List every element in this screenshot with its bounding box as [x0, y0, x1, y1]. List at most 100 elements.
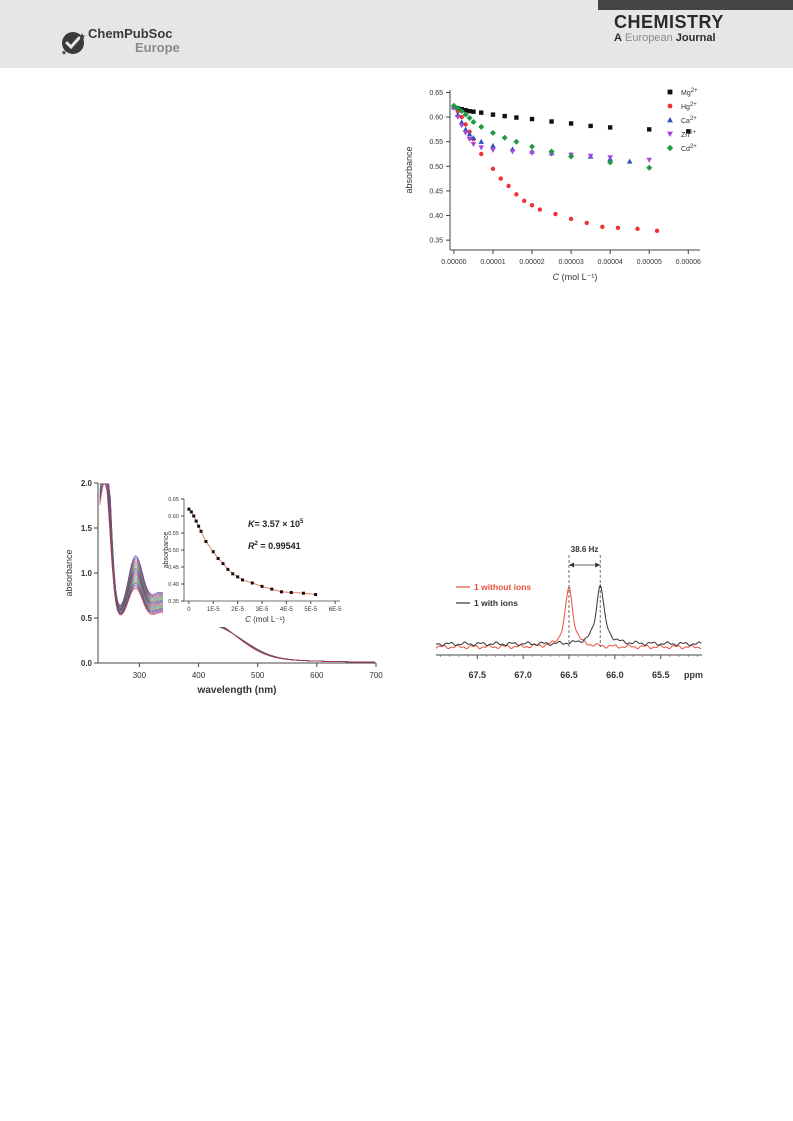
fig1-x-axis-label: C (mol L⁻¹) — [553, 272, 598, 282]
fig2-inset: 0 1E-5 2E-5 3E-5 4E-5 5E-5 6E-5 0.35 0.40 0.45 0.5… — [163, 489, 343, 627]
fig1-x-tick-label: 0.00006 — [676, 259, 701, 266]
fig1-y-tick-label: 0.45 — [429, 188, 443, 195]
fig1-y-tick-label: 0.35 — [429, 238, 443, 245]
fig1-point-ca — [466, 131, 473, 137]
fig1-legend-marker-hg — [667, 103, 673, 109]
inset-data-point — [236, 575, 240, 579]
fig1-x-tick-label: 0.00004 — [598, 259, 623, 266]
fig1-point-cd — [458, 108, 465, 115]
inset-data-point — [187, 507, 191, 511]
inset-y-tick-label: 0.35 — [168, 599, 179, 605]
fig1-point-cd — [501, 134, 508, 141]
inset-k-exponent: 5 — [300, 519, 304, 525]
fig3-x-tick-label: 66.5 — [560, 670, 578, 680]
fig1-point-mg — [588, 123, 593, 129]
fig1-y-tick-label: 0.50 — [429, 164, 443, 171]
fig1-x-tick-label: 0.00001 — [480, 259, 505, 266]
fig1-y-tick-label: 0.65 — [429, 90, 443, 97]
inset-data-point — [241, 578, 244, 582]
fig1-point-mg — [502, 113, 507, 119]
fig1-x-axis-label-units: (mol L⁻¹) — [559, 272, 597, 282]
fig1-point-hg — [529, 203, 535, 208]
fig1-point-zn — [529, 150, 535, 156]
inset-data-point — [314, 593, 318, 597]
inset-background — [163, 489, 343, 627]
fig2-x-tick-label: 300 — [133, 671, 147, 680]
inset-data-point — [192, 514, 196, 518]
fig1-x-tick-label: 0.00002 — [519, 259, 544, 266]
fig1-point-hg — [514, 192, 519, 197]
inset-data-point — [270, 587, 274, 591]
fig2-y-axis-label: absorbance — [64, 549, 74, 596]
inset-data-point — [231, 572, 235, 576]
inset-data-point — [197, 524, 201, 528]
fig1-y-axis-label: absorbance — [404, 146, 414, 193]
fig3-arrow-left — [569, 562, 574, 568]
inset-x-axis-label-units: (mol L⁻¹) — [251, 615, 285, 624]
fig1-point-cd — [568, 153, 575, 160]
inset-data-point — [250, 581, 254, 585]
journal-subtitle: A European Journal — [614, 32, 716, 44]
uv-vis-spectra-chart: 300 400 500 600 700 0.0 0.5 1.0 1.5 2.0 absorbanc… — [64, 479, 383, 696]
fig1-point-zn — [466, 137, 473, 143]
fig1-point-zn — [607, 155, 613, 161]
fig1-point-ca — [626, 158, 633, 164]
fig2-y-tick-label: 2.0 — [81, 479, 93, 488]
publisher-region: Europe — [135, 40, 180, 55]
fig1-point-hg — [490, 166, 496, 171]
fig1-point-zn — [462, 130, 469, 136]
inset-x-tick-label: 2E-5 — [231, 607, 244, 613]
fig1-point-cd — [466, 115, 473, 122]
inset-y-tick-label: 0.60 — [168, 514, 179, 520]
inset-y-tick-label: 0.45 — [168, 565, 179, 571]
fig1-legend-entry-mg: Mg2+ — [681, 88, 698, 97]
publisher-name: ChemPubSoc — [88, 26, 173, 41]
inset-y-tick-label: 0.50 — [168, 548, 179, 554]
fig1-point-hg — [654, 228, 660, 233]
inset-x-tick-label: 3E-5 — [256, 607, 269, 613]
fig1-point-hg — [568, 216, 574, 222]
fig1-point-ca — [470, 134, 477, 140]
inset-x-tick-label: 1E-5 — [207, 607, 220, 613]
fig1-legend-marker-cd — [666, 144, 674, 152]
fig3-legend-entry: 1 without ions — [474, 582, 531, 592]
inset-data-point — [204, 540, 208, 543]
page-header: ChemPubSoc Europe CHEMISTRY A European J… — [0, 0, 793, 68]
inset-x-axis-label: C (mol L⁻¹) — [245, 615, 285, 624]
inset-data-point — [289, 591, 293, 594]
fig1-point-hg — [600, 224, 605, 230]
inset-data-point — [211, 550, 215, 554]
inset-x-tick-label: 5E-5 — [304, 607, 317, 613]
fig1-point-zn — [458, 123, 465, 129]
fig1-legend-entry-zn: Zn2+ — [681, 130, 697, 139]
fig1-point-hg — [506, 183, 511, 189]
inset-y-tick-label: 0.65 — [168, 497, 179, 503]
inset-y-tick-label: 0.40 — [168, 582, 179, 588]
fig2-x-tick-label: 700 — [369, 671, 383, 680]
inset-k-annotation: K= 3.57 × 105 — [248, 519, 304, 529]
fig1-point-cd — [646, 164, 653, 171]
inset-data-point — [260, 584, 264, 588]
inset-data-point — [199, 529, 203, 533]
fig1-point-cd — [513, 138, 520, 145]
fig2-x-tick-label: 600 — [310, 671, 324, 680]
fig1-point-ca — [490, 142, 496, 148]
fig1-x-tick-label: 0.00003 — [558, 259, 583, 266]
fig1-legend-entry-hg: Hg2+ — [681, 102, 697, 111]
fig1-point-cd — [478, 123, 485, 130]
inset-data-point — [226, 567, 230, 571]
fig1-point-hg — [537, 207, 543, 212]
fig1-point-zn — [478, 145, 485, 151]
fig1-point-mg — [479, 110, 484, 115]
fig2-y-tick-label: 1.5 — [81, 524, 93, 533]
fig1-point-cd — [450, 102, 457, 109]
fig2-x-axis-label: wavelength (nm) — [197, 685, 277, 696]
fig1-point-mg — [463, 107, 468, 113]
fig3-x-tick-label: 67.0 — [514, 670, 532, 680]
nmr-spectrum-chart: 67.5 67.0 66.5 66.0 65.5 38.6 Hz 1 without i… — [435, 545, 703, 680]
fig1-point-cd — [454, 105, 461, 112]
fig1-point-cd — [529, 143, 536, 150]
inset-x-axis-label-symbol: C — [245, 615, 251, 624]
fig3-spectrum-line — [435, 585, 702, 650]
fig1-x-axis-label-symbol: C — [553, 272, 560, 282]
